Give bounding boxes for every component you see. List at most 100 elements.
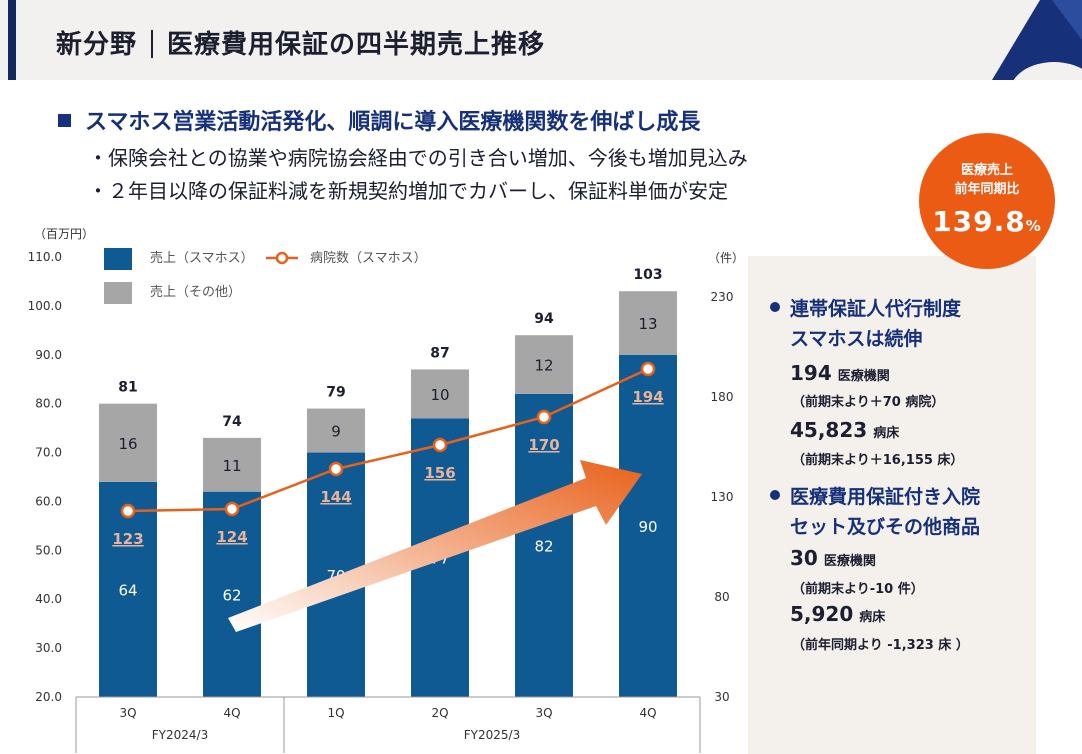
bar-smahos-label: 82 xyxy=(534,537,553,555)
y-right-tick: 130 xyxy=(711,490,734,504)
hospital-point xyxy=(536,409,552,425)
legend-label-smahos: 売上（スマホス） xyxy=(150,250,254,266)
y-left-unit: （百万円） xyxy=(34,227,94,241)
bar-total-label: 74 xyxy=(222,414,242,430)
hospital-label: 156 xyxy=(424,464,455,482)
x-tick-label: 4Q xyxy=(223,706,240,720)
legend-label-hospital: 病院数（スマホス） xyxy=(310,251,427,266)
corner-decoration-icon xyxy=(992,0,1082,80)
y-right-unit: （件） xyxy=(708,251,744,265)
headline-text: スマホス営業活動活発化、順調に導入医療機関数を伸ばし成長 xyxy=(85,110,701,135)
page-title: 新分野 医療費用保証の四半期売上推移 xyxy=(56,24,545,61)
badge-line1: 医療売上 xyxy=(960,163,1013,178)
panel-section1-note1: （前期末より＋70 病院） xyxy=(792,395,945,410)
bar-other-label: 13 xyxy=(638,315,657,333)
x-tick-label: 3Q xyxy=(119,706,136,720)
x-tick-label: 1Q xyxy=(327,706,344,720)
bar-total-label: 103 xyxy=(633,267,662,283)
y-left-tick: 30.0 xyxy=(35,641,62,655)
bar-total-label: 81 xyxy=(118,380,137,396)
y-left-tick: 110.0 xyxy=(28,250,62,264)
panel-section1-title: 連帯保証人代行制度 スマホスは続伸 xyxy=(770,294,961,354)
header: 新分野 医療費用保証の四半期売上推移 xyxy=(0,0,1082,80)
panel-section1-note2: （前期末より＋16,155 床） xyxy=(792,453,964,468)
group-label: FY2024/3 xyxy=(152,728,208,742)
hospital-point xyxy=(640,361,656,377)
y-left-tick: 20.0 xyxy=(35,690,62,704)
bar-other xyxy=(411,369,469,419)
hospital-line xyxy=(127,367,649,513)
sales-chart: （百万円） （件） 20.0 30.0 40.0 50.0 60.0 70.0 80.0 90.0… xyxy=(28,227,744,753)
legend-swatch-other xyxy=(104,282,132,304)
square-bullet-icon xyxy=(58,114,71,127)
y-right-tick: 230 xyxy=(711,290,734,304)
bullet-dot-icon xyxy=(770,302,780,312)
bar-other xyxy=(307,408,365,453)
title-left: 新分野 xyxy=(56,30,138,60)
legend-line-marker xyxy=(275,251,289,265)
hospital-point xyxy=(328,461,344,477)
hospital-point xyxy=(224,501,240,517)
bar-total-label: 94 xyxy=(534,311,554,327)
bar-other-label: 12 xyxy=(534,357,553,375)
bar-smahos-label: 64 xyxy=(118,581,137,599)
bar-other xyxy=(203,437,261,492)
header-accent-bar xyxy=(8,0,16,80)
bar-other-label: 11 xyxy=(222,457,241,475)
badge-value: 139.8% xyxy=(932,205,1042,238)
hospital-label: 144 xyxy=(320,488,351,506)
bar-other xyxy=(99,403,157,482)
subpoint-2: ・２年目以降の保証料減を新規契約増加でカバーし、保証料単価が安定 xyxy=(88,179,728,203)
y-right-tick: 30 xyxy=(714,690,729,704)
panel-section1-stat2: 45,823 病床 xyxy=(790,418,900,442)
legend-swatch-smahos xyxy=(104,248,132,270)
y-left-tick: 80.0 xyxy=(35,397,62,411)
y-left-tick: 100.0 xyxy=(28,299,62,313)
bar-smahos-label: 62 xyxy=(222,586,241,604)
x-tick-label: 3Q xyxy=(535,706,552,720)
y-right-tick: 80 xyxy=(714,590,729,604)
bar-smahos xyxy=(515,393,573,697)
badge-line2: 前年同期比 xyxy=(954,182,1020,197)
y-left-tick: 60.0 xyxy=(35,494,62,508)
group-label: FY2025/3 xyxy=(464,728,520,742)
bar-other xyxy=(619,291,677,355)
panel-section2-note2: （前年同期より -1,323 床 ） xyxy=(792,638,969,653)
title-right: 医療費用保証の四半期売上推移 xyxy=(167,30,546,60)
bar-total-label: 79 xyxy=(326,385,345,401)
hospital-label: 194 xyxy=(632,388,663,406)
hospital-point xyxy=(432,437,448,453)
hospital-point xyxy=(120,503,136,519)
bar-smahos xyxy=(619,354,677,697)
title-separator xyxy=(151,30,154,58)
panel-section2-note1: （前期末より-10 件） xyxy=(792,582,924,597)
growth-arrow-icon xyxy=(228,460,642,632)
bar-total-label: 87 xyxy=(430,345,449,361)
bar-other-label: 9 xyxy=(331,423,341,441)
hospital-label: 124 xyxy=(216,528,247,546)
y-left-tick: 70.0 xyxy=(35,446,62,460)
hospital-label: 123 xyxy=(112,530,143,548)
headline: スマホス営業活動活発化、順調に導入医療機関数を伸ばし成長 xyxy=(58,104,700,136)
bar-other-label: 16 xyxy=(118,435,137,453)
y-left-tick: 50.0 xyxy=(35,543,62,557)
yoy-badge: 医療売上 前年同期比 139.8% xyxy=(919,133,1055,269)
panel-section1-stat1: 194 医療機関 xyxy=(790,361,890,385)
bar-other xyxy=(515,335,573,394)
y-left-tick: 90.0 xyxy=(35,348,62,362)
subpoint-1: ・保険会社との協業や病院協会経由での引き合い増加、今後も増加見込み xyxy=(88,146,748,170)
panel-section2-stat2: 5,920 病床 xyxy=(790,602,886,626)
x-tick-label: 2Q xyxy=(431,706,448,720)
y-left-tick: 40.0 xyxy=(35,592,62,606)
bar-smahos xyxy=(203,491,261,697)
legend-label-other: 売上（その他） xyxy=(150,284,241,300)
bar-other-label: 10 xyxy=(430,386,449,404)
panel-section2-title: 医療費用保証付き入院 セット及びその他商品 xyxy=(770,482,980,542)
hospital-label: 170 xyxy=(528,436,559,454)
info-panel: 連帯保証人代行制度 スマホスは続伸 194 医療機関 （前期末より＋70 病院） … xyxy=(748,256,1036,754)
bullet-dot-icon xyxy=(770,490,780,500)
bar-smahos-label: 90 xyxy=(638,518,657,536)
panel-section2-stat1: 30 医療機関 xyxy=(790,546,876,570)
x-tick-label: 4Q xyxy=(639,706,656,720)
y-right-tick: 180 xyxy=(711,390,734,404)
